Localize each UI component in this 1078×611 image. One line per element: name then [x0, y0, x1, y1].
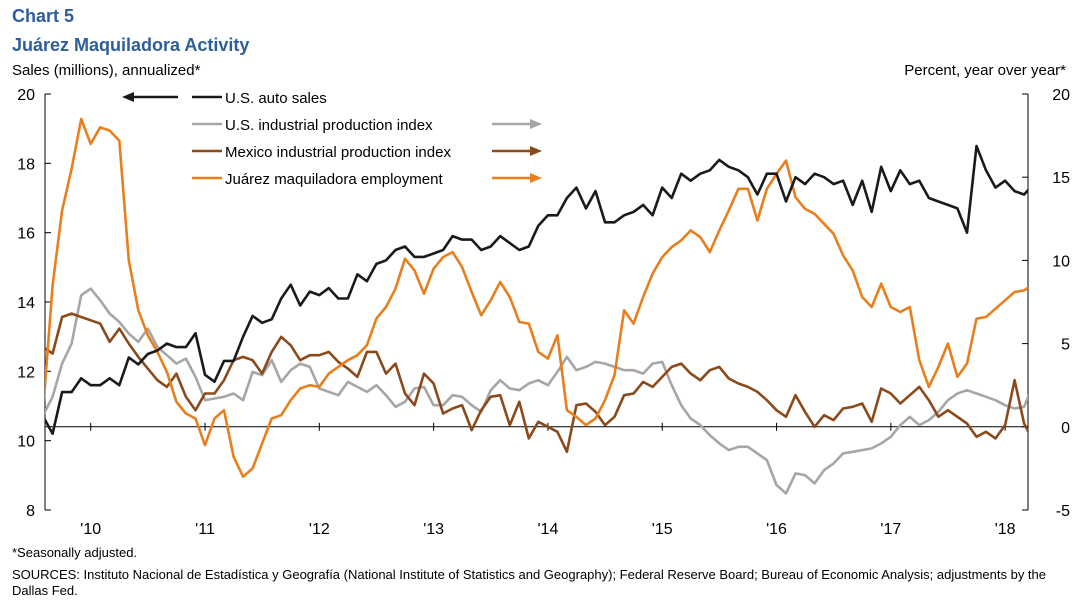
x-tick-label: '11	[195, 521, 215, 538]
right-axis-label: Percent, year over year*	[904, 62, 1066, 79]
right-tick-label: 0	[1061, 420, 1070, 437]
left-tick-label: 12	[17, 364, 35, 381]
chart-axes: 8 10 12 14 16 18 20 -5 0 5 10 15 20 '10 '11 '12 '13 '14 '1…	[17, 87, 1070, 538]
legend-label-us_ip: U.S. industrial production index	[225, 117, 433, 134]
legend-arrowhead	[530, 146, 542, 156]
x-tick-label: '17	[880, 521, 901, 538]
legend-arrowhead	[530, 119, 542, 129]
x-tick-label: '10	[80, 521, 101, 538]
legend-label-us_auto: U.S. auto sales	[225, 90, 327, 107]
x-tick-label: '18	[995, 521, 1016, 538]
left-tick-label: 14	[17, 295, 35, 312]
left-tick-label: 18	[17, 156, 35, 173]
right-tick-label: 5	[1061, 337, 1070, 354]
x-tick-label: '15	[652, 521, 673, 538]
left-tick-label: 8	[26, 503, 35, 520]
sources-note: SOURCES: Instituto Nacional de Estadísti…	[12, 567, 1047, 598]
left-axis-label: Sales (millions), annualized*	[12, 62, 201, 79]
chart-legend: U.S. auto sales U.S. industrial productio…	[122, 90, 542, 188]
right-tick-label: 10	[1052, 253, 1070, 270]
chart-title: Juárez Maquiladora Activity	[12, 35, 250, 55]
footnote: *Seasonally adjusted.	[12, 545, 138, 560]
series-line-mx_ip	[45, 312, 1028, 454]
x-tick-label: '13	[423, 521, 444, 538]
right-tick-label: 15	[1052, 170, 1070, 187]
right-tick-label: -5	[1056, 503, 1070, 520]
legend-arrowhead	[122, 92, 134, 102]
legend-label-mx_ip: Mexico industrial production index	[225, 144, 451, 161]
series-line-us_auto	[45, 144, 1028, 436]
series-line-juarez	[45, 117, 1028, 479]
right-tick-label: 20	[1052, 87, 1070, 104]
chart-number: Chart 5	[12, 6, 75, 26]
x-tick-label: '12	[309, 521, 330, 538]
left-tick-label: 16	[17, 226, 35, 243]
x-tick-label: '14	[538, 521, 559, 538]
chart-series	[45, 117, 1028, 495]
left-tick-label: 10	[17, 434, 35, 451]
legend-label-juarez: Juárez maquiladora employment	[225, 171, 443, 188]
left-tick-label: 20	[17, 87, 35, 104]
x-tick-label: '16	[766, 521, 787, 538]
series-line-us_ip	[45, 287, 1028, 495]
legend-arrowhead	[530, 173, 542, 183]
